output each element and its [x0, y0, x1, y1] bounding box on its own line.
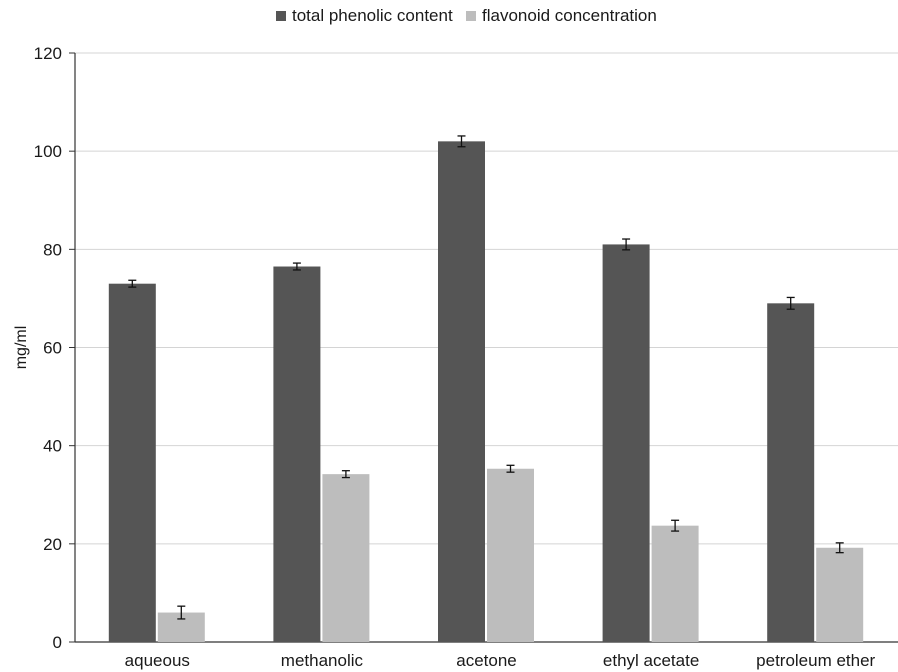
y-tick-label: 0 [53, 633, 62, 652]
legend-swatch [276, 11, 286, 21]
bar-total-phenolic [108, 283, 156, 642]
x-category-label: petroleum ether [756, 651, 875, 670]
y-tick-label: 20 [43, 535, 62, 554]
x-category-label: aqueous [125, 651, 190, 670]
axis-labels: 0 20 40 60 80 100 120 mg/ml aqueous methanolic ace… [13, 44, 876, 670]
legend-swatch [466, 11, 476, 21]
bar-total-phenolic [767, 303, 815, 642]
y-tick-label: 60 [43, 339, 62, 358]
gridlines [75, 52, 898, 545]
axes [69, 52, 898, 643]
y-tick-label: 120 [34, 44, 62, 63]
bar-flavonoid [487, 468, 534, 642]
bar-flavonoid [816, 547, 864, 642]
bar-total-phenolic [273, 266, 321, 642]
x-category-label: acetone [456, 651, 517, 670]
y-tick-label: 80 [43, 240, 62, 259]
bars [108, 141, 864, 643]
bar-flavonoid [651, 525, 699, 642]
bar-total-phenolic [602, 244, 650, 643]
y-tick-label: 40 [43, 437, 62, 456]
x-category-label: methanolic [281, 651, 364, 670]
y-axis-title: mg/ml [13, 326, 30, 370]
x-category-label: ethyl acetate [603, 651, 699, 670]
y-tick-label: 100 [34, 142, 62, 161]
legend-label: flavonoid concentration [482, 6, 657, 25]
legend-label: total phenolic content [292, 6, 453, 25]
legend: total phenolic content flavonoid concentr… [276, 6, 657, 25]
error-bars [128, 135, 844, 620]
bar-total-phenolic [438, 141, 485, 642]
bar-flavonoid [322, 474, 370, 642]
